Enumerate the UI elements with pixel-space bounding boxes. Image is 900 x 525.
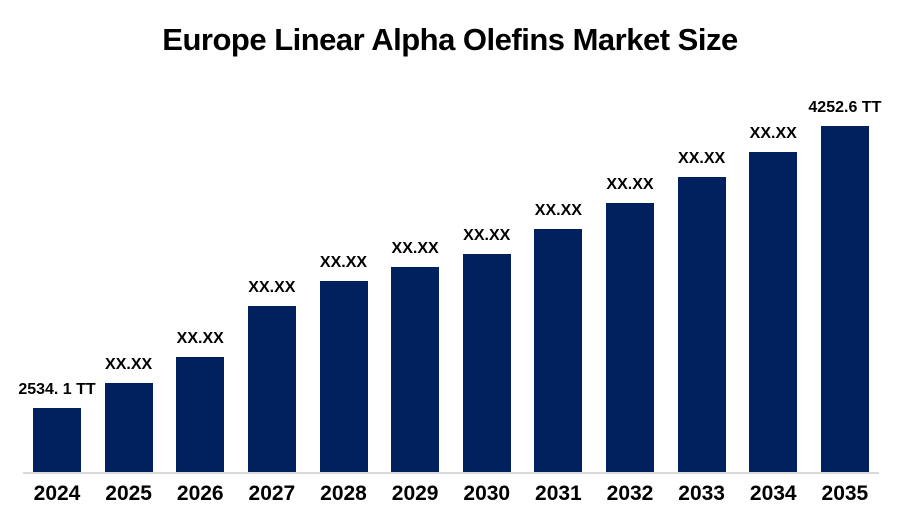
bar-group-2035: 4252.6 TT xyxy=(808,99,881,473)
x-tick-2030: 2030 xyxy=(463,482,511,505)
bar-2033 xyxy=(677,177,726,473)
x-tick-2035: 2035 xyxy=(821,482,869,505)
x-axis-labels: 2024 2025 2026 2027 2028 2029 2030 2031 … xyxy=(33,482,869,506)
bar-group-2028: XX.XX xyxy=(319,254,368,473)
bar-2026 xyxy=(176,357,225,473)
value-label-2033: XX.XX xyxy=(678,150,726,168)
bar-2035 xyxy=(820,126,869,473)
bar-2034 xyxy=(749,152,798,473)
bar-2025 xyxy=(104,383,153,473)
value-label-2026: XX.XX xyxy=(176,330,224,348)
bar-group-2032: XX.XX xyxy=(606,176,654,473)
x-tick-2027: 2027 xyxy=(248,482,296,505)
bars-row: 2534. 1 TT XX.XX XX.XX XX.XX XX.XX XX.XX xyxy=(18,53,881,473)
bar-2029 xyxy=(391,267,440,473)
x-tick-2033: 2033 xyxy=(678,482,725,505)
bar-group-2030: XX.XX xyxy=(462,227,511,473)
bar-2031 xyxy=(534,229,583,473)
chart-title: Europe Linear Alpha Olefins Market Size xyxy=(162,22,738,57)
bar-group-2034: XX.XX xyxy=(749,125,798,473)
value-label-2029: XX.XX xyxy=(391,240,439,258)
value-label-2025: XX.XX xyxy=(105,356,153,374)
x-tick-2032: 2032 xyxy=(606,482,654,505)
value-label-2030: XX.XX xyxy=(463,227,511,245)
value-label-2035: 4252.6 TT xyxy=(808,99,882,117)
bar-group-2025: XX.XX xyxy=(104,356,153,473)
x-tick-2031: 2031 xyxy=(535,482,582,505)
bar-2028 xyxy=(319,281,368,473)
bar-2030 xyxy=(462,254,511,473)
x-tick-2024: 2024 xyxy=(33,482,81,505)
bar-group-2031: XX.XX xyxy=(534,202,583,473)
bar-group-2029: XX.XX xyxy=(391,240,440,473)
plot-area: 2534. 1 TT XX.XX XX.XX XX.XX XX.XX XX.XX xyxy=(18,53,881,473)
bar-group-2027: XX.XX xyxy=(247,279,296,473)
value-label-2028: XX.XX xyxy=(319,254,368,272)
value-label-2024: 2534. 1 TT xyxy=(18,381,96,399)
x-tick-2034: 2034 xyxy=(749,482,797,505)
bar-group-2024: 2534. 1 TT xyxy=(18,381,96,473)
bar-group-2033: XX.XX xyxy=(677,150,726,473)
bar-2024 xyxy=(33,408,81,473)
x-tick-2028: 2028 xyxy=(320,482,367,505)
x-axis-line xyxy=(23,472,879,474)
value-label-2034: XX.XX xyxy=(749,125,797,143)
x-tick-2029: 2029 xyxy=(391,482,439,505)
x-tick-2026: 2026 xyxy=(176,482,224,505)
bar-2027 xyxy=(247,306,296,473)
x-tick-2025: 2025 xyxy=(105,482,152,505)
value-label-2032: XX.XX xyxy=(606,176,654,194)
bar-group-2026: XX.XX xyxy=(176,330,225,473)
value-label-2027: XX.XX xyxy=(248,279,296,297)
value-label-2031: XX.XX xyxy=(534,202,582,220)
bar-2032 xyxy=(606,203,654,473)
